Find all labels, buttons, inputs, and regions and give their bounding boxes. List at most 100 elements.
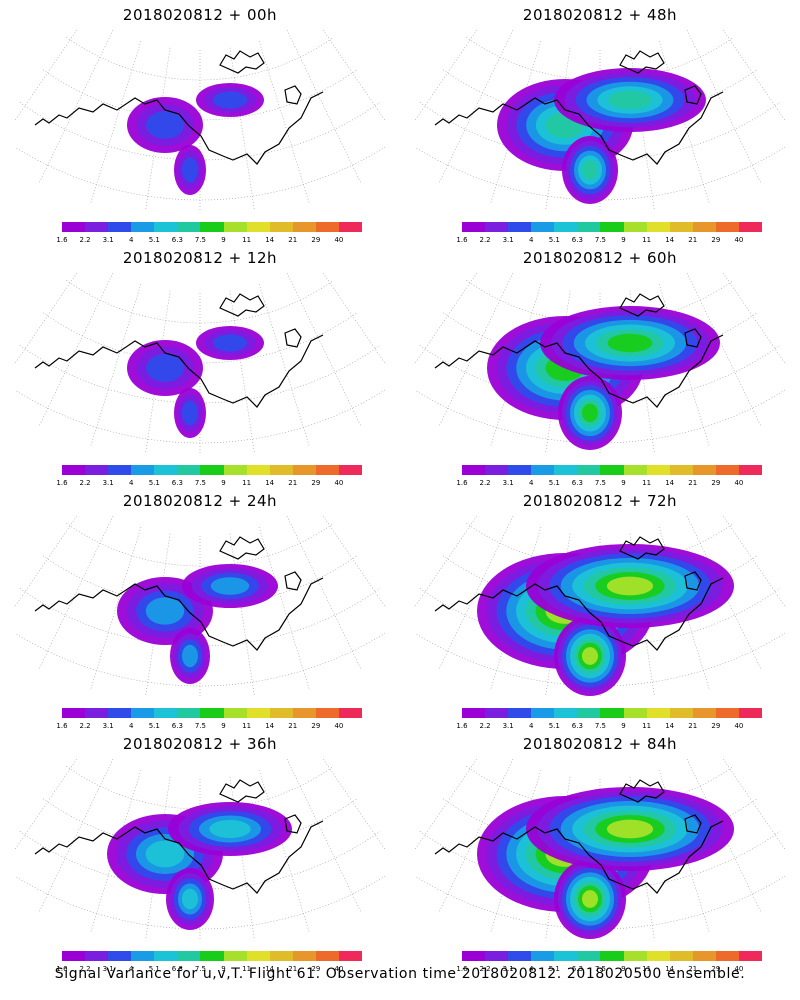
colorbar-tick-label: 29 bbox=[311, 479, 321, 487]
colorbar-swatch bbox=[177, 951, 201, 961]
colorbar-labels: 1.6 2.2 3.1 4 5.1 6.3 7.5 9 11 14 21 29 40 bbox=[56, 965, 362, 975]
colorbar-tick-label: 2.2 bbox=[479, 236, 491, 244]
variance-contour bbox=[213, 91, 247, 109]
colorbar-tick-label: 5.1 bbox=[148, 722, 160, 730]
colorbar-swatch bbox=[600, 465, 624, 475]
signal-variance-map bbox=[415, 516, 785, 696]
variance-contour bbox=[182, 644, 198, 668]
colorbar-swatch bbox=[554, 951, 578, 961]
colorbar-tick-label: 3.1 bbox=[502, 965, 514, 973]
colorbar-swatch bbox=[554, 222, 578, 232]
coastline bbox=[434, 50, 724, 165]
colorbar-swatch bbox=[338, 465, 363, 475]
colorbar-swatch bbox=[485, 708, 509, 718]
colorbar-tick-label: 29 bbox=[311, 722, 321, 730]
colorbar-swatch bbox=[646, 222, 670, 232]
variance-contour bbox=[606, 819, 654, 839]
colorbar bbox=[62, 951, 363, 961]
colorbar-swatch bbox=[715, 465, 739, 475]
colorbar-swatch bbox=[531, 222, 555, 232]
colorbar-tick-label: 11 bbox=[642, 965, 652, 973]
variance-contour bbox=[182, 157, 198, 183]
coastline bbox=[434, 536, 724, 651]
colorbar-tick-label: 6.3 bbox=[571, 236, 583, 244]
signal-variance-map bbox=[415, 759, 785, 939]
colorbar-tick-label: 9 bbox=[621, 722, 626, 730]
map-panel: 2018020812 + 60h 1.6 2.2 3.1 4 5.1 6.3 7.5 9 11 14… bbox=[400, 243, 800, 488]
coastline bbox=[34, 779, 324, 894]
colorbar-swatch bbox=[623, 222, 647, 232]
map-panel: 2018020812 + 36h 1.6 2.2 3.1 4 5.1 6.3 7.5 9 11 14… bbox=[0, 729, 400, 974]
colorbar-tick-label: 21 bbox=[688, 236, 698, 244]
colorbar-tick-label: 40 bbox=[334, 236, 344, 244]
colorbar-tick-label: 9 bbox=[221, 236, 226, 244]
colorbar-tick-label: 3.1 bbox=[502, 479, 514, 487]
colorbar-tick-label: 6.3 bbox=[571, 722, 583, 730]
colorbar-swatch bbox=[315, 708, 339, 718]
colorbar-tick-label: 11 bbox=[642, 722, 652, 730]
colorbar-swatch bbox=[738, 222, 763, 232]
colorbar-tick-label: 7.5 bbox=[594, 236, 607, 244]
colorbar-tick-label: 7.5 bbox=[194, 236, 207, 244]
colorbar-swatch bbox=[646, 708, 670, 718]
colorbar-tick-label: 4 bbox=[528, 965, 534, 973]
variance-contour bbox=[210, 577, 250, 595]
colorbar-tick-label: 9 bbox=[221, 479, 226, 487]
map-panel: 2018020812 + 00h 1.6 2.2 3.1 4 5.1 6.3 7.5 9 11 14… bbox=[0, 0, 400, 245]
colorbar-tick-label: 1.6 bbox=[56, 479, 68, 487]
colorbar-swatch bbox=[85, 465, 109, 475]
colorbar-swatch bbox=[223, 222, 247, 232]
colorbar-tick-label: 14 bbox=[665, 965, 675, 973]
colorbar-swatch bbox=[292, 708, 316, 718]
panel-title: 2018020812 + 48h bbox=[522, 6, 678, 24]
colorbar-swatch bbox=[269, 951, 293, 961]
variance-field bbox=[127, 83, 264, 195]
colorbar-swatch bbox=[715, 708, 739, 718]
colorbar-tick-label: 5.1 bbox=[148, 479, 160, 487]
colorbar-swatch bbox=[177, 708, 201, 718]
colorbar-swatch bbox=[338, 951, 363, 961]
colorbar-swatch bbox=[531, 951, 555, 961]
colorbar-tick-label: 5.1 bbox=[548, 722, 560, 730]
colorbar-swatch bbox=[246, 951, 270, 961]
colorbar bbox=[462, 708, 763, 718]
colorbar-tick-label: 21 bbox=[288, 236, 298, 244]
variance-contour bbox=[608, 90, 652, 110]
colorbar-swatch bbox=[508, 951, 532, 961]
colorbar-tick-label: 9 bbox=[621, 236, 626, 244]
colorbar bbox=[462, 465, 763, 475]
variance-contour bbox=[582, 647, 598, 665]
colorbar-tick-label: 2.2 bbox=[79, 965, 91, 973]
colorbar-swatch bbox=[131, 465, 155, 475]
colorbar-labels: 1.6 2.2 3.1 4 5.1 6.3 7.5 9 11 14 21 29 40 bbox=[456, 965, 762, 975]
colorbar-swatch bbox=[85, 708, 109, 718]
variance-contour bbox=[146, 354, 184, 382]
colorbar-swatch bbox=[269, 222, 293, 232]
variance-contour bbox=[145, 597, 185, 625]
colorbar-tick-label: 9 bbox=[621, 965, 626, 973]
colorbar-tick-label: 3.1 bbox=[102, 236, 114, 244]
colorbar-swatch bbox=[62, 465, 86, 475]
colorbar-swatch bbox=[200, 222, 224, 232]
colorbar-swatch bbox=[177, 465, 201, 475]
signal-variance-map bbox=[15, 30, 385, 210]
colorbar-tick-label: 2.2 bbox=[79, 236, 91, 244]
colorbar-tick-label: 5.1 bbox=[548, 479, 560, 487]
colorbar-swatch bbox=[669, 708, 693, 718]
map-panel: 2018020812 + 24h 1.6 2.2 3.1 4 5.1 6.3 7.5 9 11 14… bbox=[0, 486, 400, 731]
colorbar-tick-label: 9 bbox=[221, 722, 226, 730]
colorbar-tick-label: 6.3 bbox=[171, 965, 183, 973]
colorbar-labels: 1.6 2.2 3.1 4 5.1 6.3 7.5 9 11 14 21 29 40 bbox=[456, 722, 762, 732]
colorbar-swatch bbox=[246, 222, 270, 232]
colorbar-tick-label: 29 bbox=[711, 479, 721, 487]
colorbar-tick-label: 1.6 bbox=[56, 236, 68, 244]
colorbar-swatch bbox=[292, 951, 316, 961]
colorbar-tick-label: 1.6 bbox=[456, 479, 468, 487]
colorbar-tick-label: 6.3 bbox=[171, 479, 183, 487]
colorbar-tick-label: 4 bbox=[128, 236, 134, 244]
variance-contour bbox=[182, 400, 198, 426]
variance-contour bbox=[606, 576, 654, 596]
colorbar-swatch bbox=[462, 708, 486, 718]
colorbar-swatch bbox=[315, 222, 339, 232]
colorbar-swatch bbox=[715, 951, 739, 961]
